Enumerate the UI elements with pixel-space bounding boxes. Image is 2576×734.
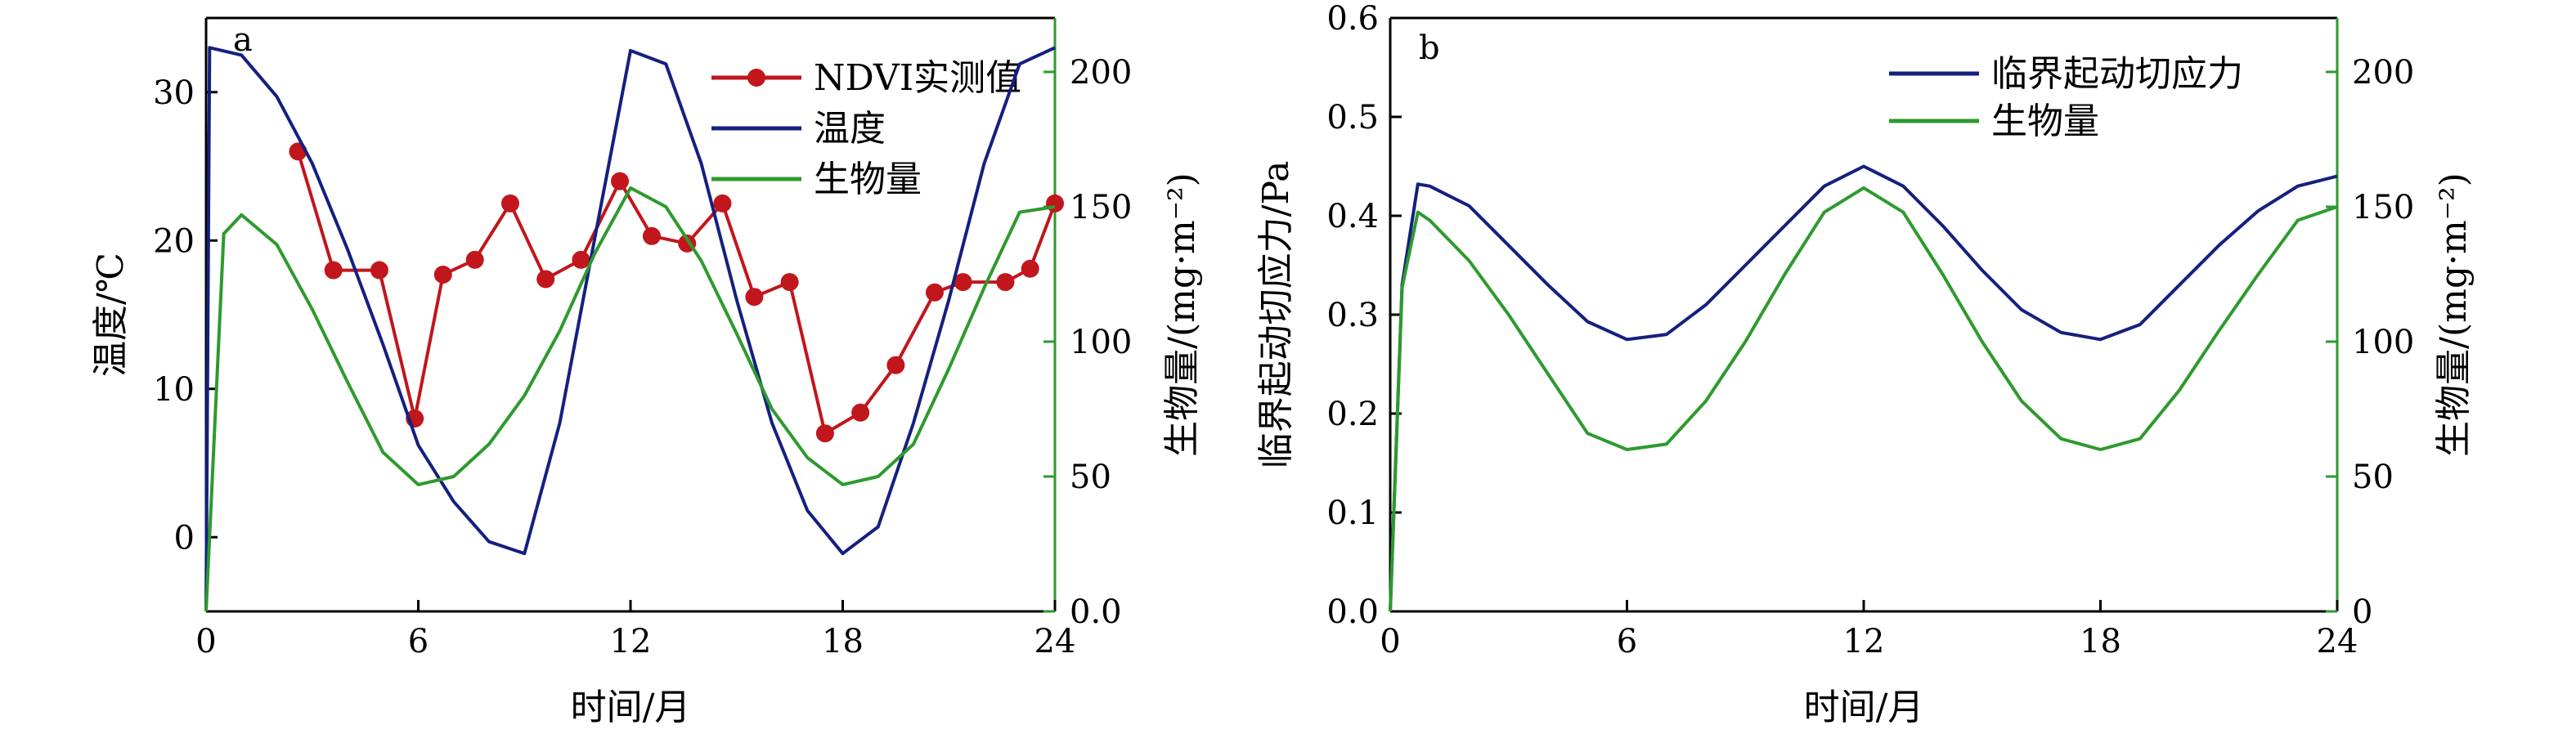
ndvi-point bbox=[851, 403, 870, 422]
ndvi-point bbox=[500, 194, 519, 213]
y-tick-label-left: 30 bbox=[153, 74, 195, 112]
legend-marker bbox=[747, 69, 765, 87]
x-tick-label: 24 bbox=[2317, 623, 2358, 660]
x-axis-title: 时间/月 bbox=[1804, 687, 1924, 728]
ndvi-point bbox=[433, 265, 452, 284]
ndvi-point bbox=[611, 172, 630, 190]
series-line-1-0 bbox=[1389, 164, 2338, 612]
ndvi-point bbox=[745, 288, 764, 307]
panel-letter: a bbox=[233, 21, 253, 59]
y-tick-label-left: 0.1 bbox=[1326, 495, 1379, 532]
ndvi-point bbox=[370, 261, 388, 280]
x-tick-label: 18 bbox=[822, 623, 864, 660]
series-line-0-2 bbox=[204, 186, 1056, 612]
series-line-1-1 bbox=[1389, 186, 2338, 612]
y-tick-label-left: 10 bbox=[153, 371, 195, 409]
legend-label: NDVI实测值 bbox=[814, 57, 1021, 99]
x-tick-label: 18 bbox=[2080, 623, 2121, 660]
y-tick-label-left: 0 bbox=[174, 519, 195, 557]
y-tick-label-left: 0.0 bbox=[1326, 593, 1379, 631]
panel-letter: b bbox=[1419, 29, 1440, 67]
y-axis-title-right: 生物量/(mg·m⁻²) bbox=[1161, 172, 1203, 457]
legend-label: 临界起动切应力 bbox=[1991, 53, 2243, 95]
x-tick-label: 12 bbox=[610, 623, 652, 660]
y-tick-label-right: 100 bbox=[1070, 324, 1132, 361]
ndvi-point bbox=[886, 356, 905, 374]
ndvi-point bbox=[536, 270, 555, 289]
y-tick-label-right: 200 bbox=[2352, 54, 2414, 92]
legend-label: 生物量 bbox=[1991, 101, 2099, 142]
y-axis-title-left: 温度/℃ bbox=[90, 253, 132, 377]
y-tick-label-right: 50 bbox=[2352, 459, 2394, 496]
x-tick-label: 0 bbox=[1380, 623, 1400, 660]
ndvi-point bbox=[465, 250, 484, 269]
ndvi-point bbox=[713, 194, 732, 213]
y-tick-label-right: 100 bbox=[2352, 324, 2414, 361]
x-tick-label: 6 bbox=[1617, 623, 1637, 660]
y-tick-label-right: 50 bbox=[1070, 459, 1111, 496]
x-axis-title: 时间/月 bbox=[571, 687, 691, 728]
y-tick-label-left: 0.2 bbox=[1326, 396, 1379, 433]
y-tick-label-left: 0.3 bbox=[1326, 297, 1379, 334]
y-tick-label-right: 0 bbox=[2352, 593, 2372, 631]
x-tick-label: 0 bbox=[195, 623, 216, 660]
x-tick-label: 24 bbox=[1034, 623, 1076, 660]
y-axis-title-left: 临界起动切应力/Pa bbox=[1255, 161, 1297, 469]
y-tick-label-left: 0.5 bbox=[1326, 99, 1379, 137]
y-tick-label-right: 150 bbox=[1070, 189, 1132, 226]
ndvi-point bbox=[996, 273, 1015, 292]
y-tick-label-right: 150 bbox=[2352, 189, 2414, 226]
ndvi-point bbox=[324, 261, 343, 280]
panel-a-chart: 0 6 12 18 24 0 10 20 30 0.0 50 100 150 200 时间/月 温度/℃ 生物量… bbox=[90, 16, 1203, 728]
y-tick-label-right: 0.0 bbox=[1070, 593, 1122, 631]
ndvi-point bbox=[815, 424, 834, 443]
legend-label: 温度 bbox=[814, 108, 886, 150]
x-tick-label: 6 bbox=[408, 623, 429, 660]
ndvi-point bbox=[572, 250, 590, 269]
y-tick-label-right: 200 bbox=[1070, 54, 1132, 92]
y-tick-label-left: 0.6 bbox=[1326, 0, 1379, 38]
panel-b-chart: 0 6 12 18 24 0.0 0.1 0.2 0.3 0.4 0.5 0.6 0 50 100 150 20… bbox=[1255, 0, 2475, 728]
ndvi-point bbox=[642, 226, 661, 245]
series-line-0-1 bbox=[204, 46, 1056, 612]
ndvi-point bbox=[1046, 194, 1064, 213]
ndvi-point bbox=[780, 273, 799, 292]
legend-label: 生物量 bbox=[814, 159, 922, 200]
y-tick-label-left: 20 bbox=[153, 222, 195, 260]
ndvi-point bbox=[1021, 259, 1039, 278]
y-tick-label-left: 0.4 bbox=[1326, 198, 1379, 235]
ndvi-point bbox=[925, 283, 944, 302]
y-axis-title-right: 生物量/(mg·m⁻²) bbox=[2433, 172, 2475, 457]
x-tick-label: 12 bbox=[1843, 623, 1885, 660]
ndvi-point bbox=[954, 273, 972, 292]
